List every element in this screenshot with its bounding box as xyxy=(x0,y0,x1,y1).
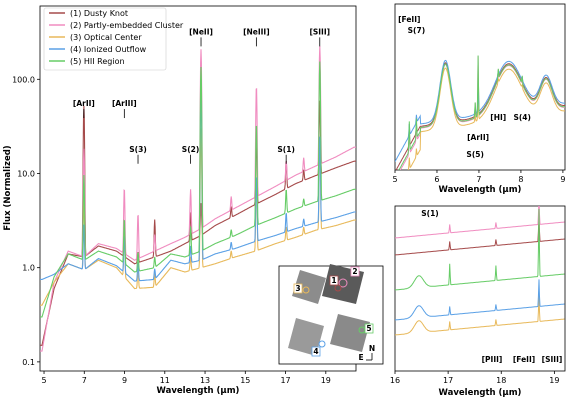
top-right-xtick-label: 6 xyxy=(434,175,439,184)
main-line-annotation: [ArIII] xyxy=(112,99,137,108)
top-right-series-line xyxy=(398,55,565,170)
inset-marker-label: 3 xyxy=(295,284,300,293)
inset-tile-3 xyxy=(292,270,326,304)
top-right-annotation: [ArII] xyxy=(467,133,489,142)
inset-marker-label: 1 xyxy=(331,276,336,285)
main-xtick-label: 15 xyxy=(240,376,250,385)
inset-marker-label: 2 xyxy=(352,267,357,276)
main-xtick-label: 5 xyxy=(41,376,46,385)
bottom-right-series-line xyxy=(395,294,565,336)
top-right-axes xyxy=(394,3,566,171)
main-series-line xyxy=(40,128,356,306)
top-right-xtick-label: 7 xyxy=(476,175,481,184)
top-right-annotation: [FeII] xyxy=(398,15,420,24)
bottom-right-series-line xyxy=(395,214,565,256)
top-right-series-line xyxy=(407,67,565,170)
compass-east: E xyxy=(358,353,363,362)
main-line-annotation: [ArII] xyxy=(73,99,95,108)
bottom-right-xtick-label: 19 xyxy=(549,376,559,385)
inset-marker-box xyxy=(311,346,321,357)
legend: (1) Dusty Knot (2) Partly-embedded Cluste… xyxy=(43,7,184,71)
bottom-right-xtick-label: 18 xyxy=(496,376,506,385)
top-right-xtick-label: 9 xyxy=(560,175,565,184)
main-xlabel: Wavelength (μm) xyxy=(157,386,240,396)
main-line-annotation: S(2) xyxy=(182,145,199,154)
top-right-series-line xyxy=(395,62,565,170)
inset-marker-box xyxy=(350,266,360,277)
top-right-series-line xyxy=(395,59,565,162)
main-xtick-label: 13 xyxy=(200,376,210,385)
top-right-xtick-label: 5 xyxy=(392,175,397,184)
top-right-annotation: [HI] xyxy=(490,113,506,122)
main-axes xyxy=(39,5,357,372)
main-ytick-label: 10.0 xyxy=(17,169,35,178)
top-right-xtick-label: 8 xyxy=(518,175,523,184)
inset-marker-box xyxy=(364,323,374,334)
legend-entry: (1) Dusty Knot xyxy=(70,9,128,18)
main-xtick-label: 17 xyxy=(280,376,290,385)
main-ytick-label: 1.0 xyxy=(22,264,35,273)
top-right-xlabel: Wavelength (μm) xyxy=(439,185,522,195)
inset-marker-box xyxy=(293,283,303,294)
bottom-right-xlabel: Wavelength (μm) xyxy=(439,388,522,398)
main-line-annotation: [NeII] xyxy=(189,27,213,36)
top-right-annotation: S(5) xyxy=(466,150,483,159)
main-line-annotation: [NeIII] xyxy=(243,27,270,36)
bottom-right-xtick-label: 17 xyxy=(443,376,453,385)
main-series-line xyxy=(40,100,356,346)
bottom-right-annotation: [SIII] xyxy=(542,355,563,364)
main-series-line xyxy=(40,92,356,282)
main-ytick-label: 100.0 xyxy=(12,75,35,84)
legend-entry: (2) Partly-embedded Cluster xyxy=(70,21,184,30)
bottom-right-series-line xyxy=(395,208,565,291)
top-right-annotation: S(4) xyxy=(513,113,530,122)
bottom-right-xtick-label: 16 xyxy=(390,376,400,385)
main-xtick-label: 7 xyxy=(82,376,87,385)
inset-marker-label: 5 xyxy=(366,324,371,333)
main-series-line xyxy=(40,61,356,318)
main-line-annotation: S(3) xyxy=(129,145,146,154)
bottom-right-annotation: S(1) xyxy=(421,209,438,218)
bottom-right-annotation: [PIII] xyxy=(482,355,503,364)
main-xtick-label: 9 xyxy=(122,376,127,385)
bottom-right-annotation: [FeII] xyxy=(513,355,535,364)
inset-marker-label: 4 xyxy=(313,347,318,356)
compass-north: N xyxy=(369,344,375,353)
inset-tile-5 xyxy=(330,314,370,352)
main-xtick-label: 19 xyxy=(321,376,331,385)
top-right-annotation: S(7) xyxy=(408,26,425,35)
legend-entry: (4) Ionized Outflow xyxy=(70,45,147,54)
bottom-right-series-line xyxy=(395,206,565,239)
main-line-annotation: S(1) xyxy=(277,145,294,154)
inset-marker-box xyxy=(329,275,339,286)
bottom-right-axes xyxy=(394,205,566,372)
legend-entry: (5) HII Region xyxy=(70,57,125,66)
main-ytick-label: 0.1 xyxy=(22,358,35,367)
inset-map: 1 2 3 4 5 N E xyxy=(278,264,384,365)
main-xtick-label: 11 xyxy=(160,376,170,385)
bottom-right-series-line xyxy=(395,279,565,321)
main-line-annotation: [SIII] xyxy=(309,27,330,36)
legend-entry: (3) Optical Center xyxy=(70,33,142,42)
main-series-line xyxy=(40,45,356,352)
main-ylabel: Flux (Normalized) xyxy=(3,145,13,230)
inset-tile-4 xyxy=(288,318,324,356)
